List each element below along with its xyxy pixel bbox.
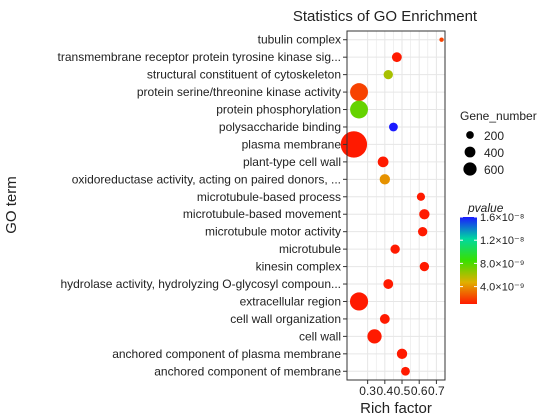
color-legend-ticks: 1.6×10⁻⁸ 1.2×10⁻⁸ 8.0×10⁻⁹ 4.0×10⁻⁹ — [460, 212, 524, 294]
data-point — [396, 348, 408, 359]
y-tick-label: plasma membrane — [242, 137, 342, 151]
data-point — [390, 244, 400, 254]
y-tick-label: cell wall — [299, 329, 341, 343]
size-legend-dot — [466, 131, 474, 139]
pvalue-colorbar — [460, 217, 477, 304]
y-tick-label: cell wall organization — [230, 312, 341, 326]
colorbar-tick-label: 1.6×10⁻⁸ — [480, 212, 524, 224]
data-point — [389, 122, 398, 132]
size-legend: 200 400 600 — [463, 129, 504, 177]
size-legend-dot — [463, 162, 477, 176]
x-axis-title: Rich factor — [360, 400, 432, 417]
y-tick-label: polysaccharide binding — [219, 120, 341, 134]
data-point — [419, 209, 430, 220]
size-legend-dot — [464, 146, 476, 158]
size-legend-label: 200 — [484, 129, 504, 143]
data-point — [379, 314, 390, 324]
y-tick-label: hydrolase activity, hydrolyzing O-glycos… — [60, 277, 341, 291]
colorbar-tick-label: 4.0×10⁻⁹ — [480, 282, 524, 294]
data-point — [367, 329, 382, 344]
x-tick-label: 0.3 — [359, 384, 376, 398]
size-legend-label: 400 — [484, 146, 504, 160]
data-point — [401, 366, 410, 376]
chart-title: Statistics of GO Enrichment — [293, 8, 478, 25]
data-point — [417, 227, 428, 237]
size-legend-title: Gene_number — [460, 109, 537, 123]
data-point — [350, 100, 368, 119]
plot-panel — [347, 31, 445, 380]
data-point — [383, 279, 394, 289]
data-point — [383, 69, 393, 80]
y-tick-label: microtubule-based movement — [183, 207, 342, 221]
y-tick-label: microtubule — [279, 242, 341, 256]
y-tick-labels: tubulin complex transmembrane receptor pr… — [58, 33, 347, 378]
colorbar-tick-label: 1.2×10⁻⁸ — [480, 235, 524, 247]
y-tick-label: oxidoreductase activity, acting on paire… — [72, 172, 341, 186]
plot-grid — [347, 31, 445, 380]
size-legend-label: 600 — [484, 163, 504, 177]
data-point — [379, 174, 390, 185]
y-axis-title: GO term — [3, 176, 20, 234]
colorbar-tick-label: 8.0×10⁻⁹ — [480, 258, 524, 270]
y-tick-label: plant-type cell wall — [243, 155, 341, 169]
data-point — [350, 83, 368, 102]
y-tick-label: anchored component of plasma membrane — [112, 347, 341, 361]
data-point — [439, 37, 444, 42]
y-tick-label: microtubule-based process — [197, 190, 341, 204]
data-point — [416, 192, 426, 201]
data-point — [349, 292, 369, 311]
x-tick-label: 0.4 — [376, 384, 393, 398]
y-tick-label: structural constituent of cytoskeleton — [147, 68, 341, 82]
y-tick-label: anchored component of membrane — [154, 364, 341, 378]
plot-border — [346, 30, 446, 381]
y-tick-label: protein serine/threonine kinase activity — [137, 85, 341, 99]
x-tick-labels: 0.3 0.4 0.5 0.6 0.7 — [359, 380, 445, 398]
y-tick-label: kinesin complex — [256, 260, 341, 274]
y-tick-label: microtubule motor activity — [205, 225, 341, 239]
x-tick-label: 0.6 — [411, 384, 428, 398]
data-point — [391, 52, 402, 63]
x-tick-label: 0.5 — [394, 384, 411, 398]
data-point — [377, 156, 389, 168]
x-tick-label: 0.7 — [428, 384, 445, 398]
y-tick-label: transmembrane receptor protein tyrosine … — [58, 50, 341, 64]
color-legend-title: pvalue — [467, 201, 504, 215]
y-tick-label: protein phosphorylation — [216, 103, 341, 117]
y-tick-label: tubulin complex — [258, 33, 341, 47]
data-point — [419, 261, 430, 272]
y-tick-label: extracellular region — [240, 294, 341, 308]
